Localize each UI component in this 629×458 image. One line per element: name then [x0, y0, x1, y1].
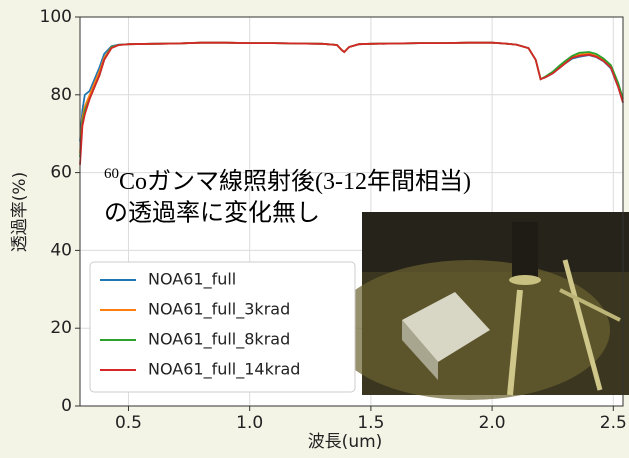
y-tick-label: 80: [50, 85, 72, 105]
legend-label: NOA61_full_8krad: [148, 330, 290, 350]
x-tick-label: 2.5: [600, 413, 627, 433]
x-tick-label: 1.0: [236, 413, 263, 433]
legend-label: NOA61_full_3krad: [148, 300, 290, 320]
y-tick-label: 20: [50, 318, 72, 338]
annotation-line1: 60Coガンマ線照射後(3-12年間相当): [104, 166, 471, 194]
x-tick-label: 0.5: [115, 413, 142, 433]
y-tick-label: 0: [61, 396, 72, 416]
annotation-superscript: 60: [104, 166, 119, 182]
x-tick-label: 2.0: [479, 413, 506, 433]
legend-label: NOA61_full: [148, 270, 236, 290]
y-tick-label: 100: [40, 7, 72, 27]
x-axis-label: 波長(um): [308, 432, 383, 452]
chart: 60Coガンマ線照射後(3-12年間相当) の透過率に変化無し NOA61_fu…: [0, 0, 629, 458]
y-tick-label: 60: [50, 163, 72, 183]
x-tick-label: 1.5: [357, 413, 384, 433]
annotation-line2: の透過率に変化無し: [104, 200, 320, 227]
photo-inset: [330, 212, 629, 400]
legend-label: NOA61_full_14krad: [148, 360, 300, 380]
annotation-text: Coガンマ線照射後(3-12年間相当): [119, 168, 471, 195]
y-tick-label: 40: [50, 240, 72, 260]
legend: NOA61_full NOA61_full_3krad NOA61_full_8kr…: [90, 262, 355, 392]
y-axis-label: 透過率(%): [10, 172, 30, 252]
